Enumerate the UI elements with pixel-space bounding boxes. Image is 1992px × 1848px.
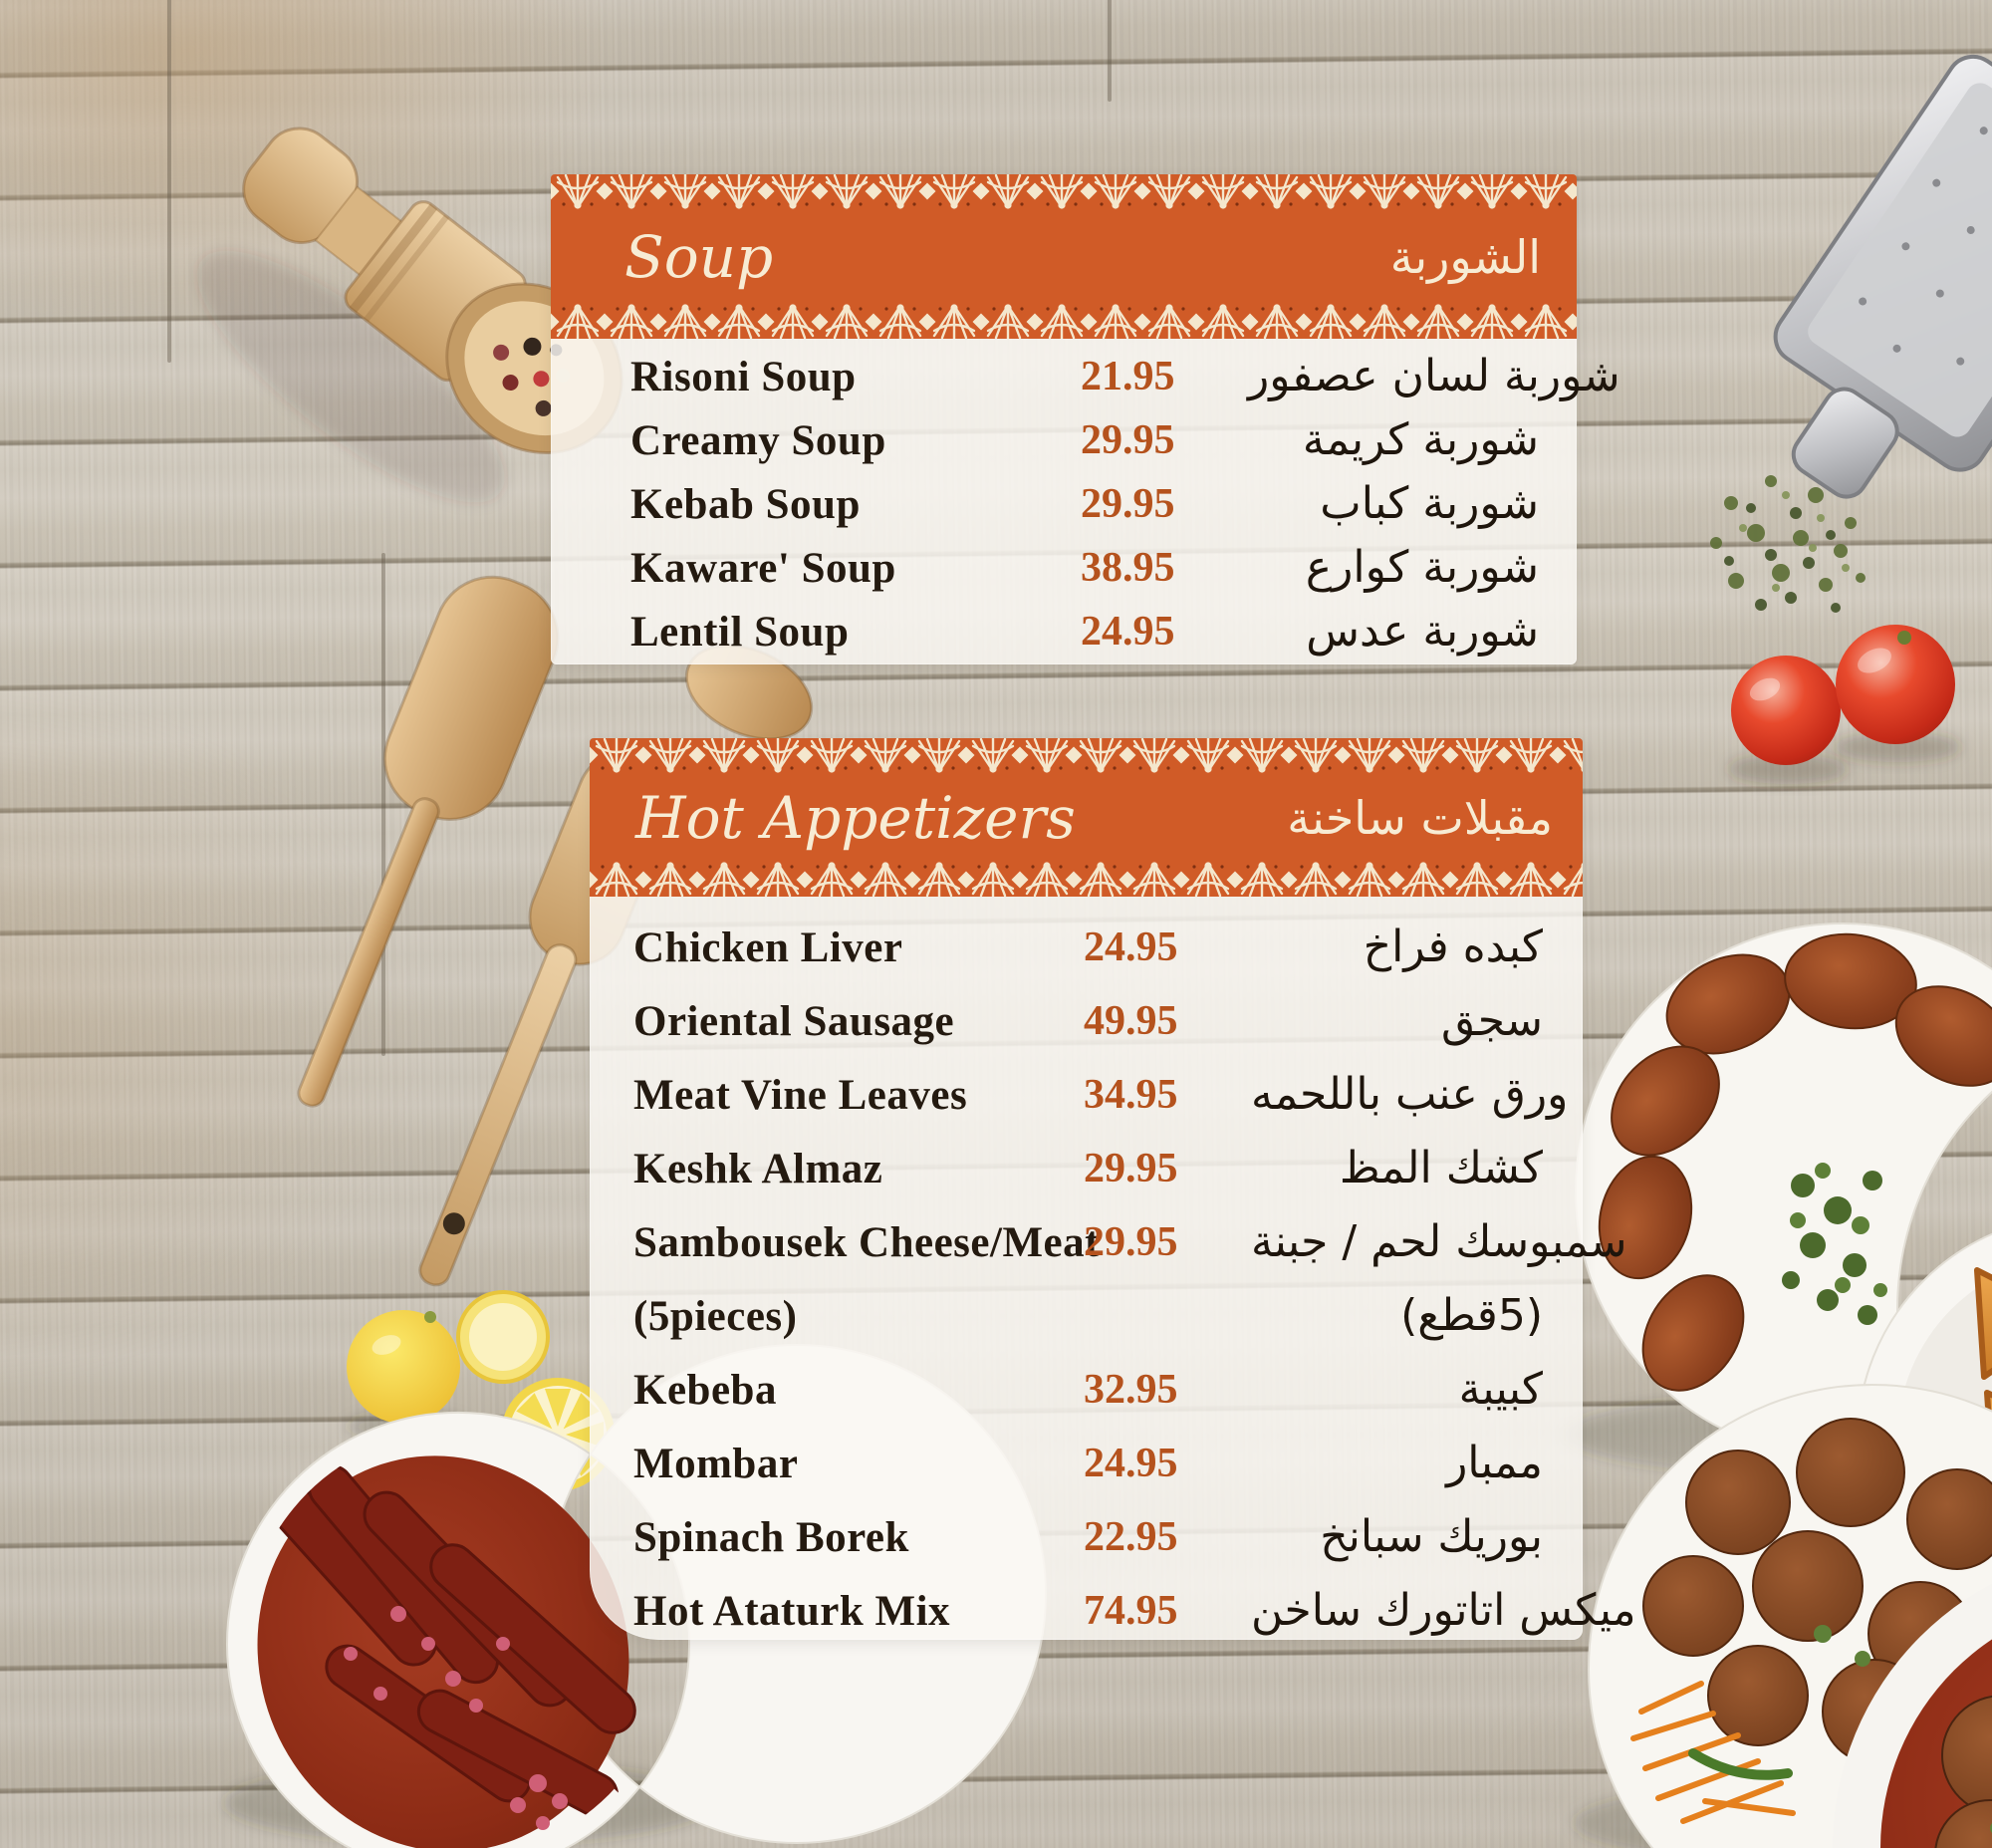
item-price: 34.95	[1084, 1072, 1178, 1118]
item-price: 29.95	[1081, 481, 1175, 527]
lace-border-bottom	[590, 861, 1583, 897]
item-name-ar: شوربة لسان عصفور	[1248, 350, 1620, 401]
section-header-band: Soup الشوربة	[551, 174, 1577, 339]
item-name-ar: كبده فراخ	[1363, 921, 1543, 972]
item-note-en: (5pieces)	[633, 1292, 798, 1340]
decor-meatball-plate	[1574, 1384, 1992, 1848]
item-price: 24.95	[1081, 609, 1175, 655]
menu-item-row: Sambousek Cheese/Meat 29.95 سمبوسك لحم /…	[633, 1205, 1626, 1279]
decor-grater	[1773, 54, 1992, 499]
item-price: 49.95	[1084, 998, 1178, 1044]
decor-tomatoes	[1728, 625, 1961, 784]
section-header-band: Hot Appetizers مقبلات ساخنة	[590, 738, 1583, 897]
lace-border-top	[590, 738, 1583, 774]
section-title-ar: مقبلات ساخنة	[1287, 790, 1553, 845]
item-name-ar: كشك المظ	[1339, 1142, 1543, 1193]
decor-herbs	[1710, 475, 1866, 613]
item-price: 29.95	[1084, 1146, 1178, 1191]
menu-item-row: Kebab Soup 29.95 شوربة كباب	[630, 472, 1539, 536]
menu-item-row: Kaware' Soup 38.95 شوربة كوارع	[630, 536, 1539, 600]
soup-section: Soup الشوربة	[551, 174, 1620, 664]
item-price: 22.95	[1084, 1514, 1178, 1560]
item-price: 24.95	[1084, 1441, 1178, 1486]
item-name-en: Risoni Soup	[630, 353, 857, 400]
menu-item-row: Keshk Almaz 29.95 كشك المظ	[633, 1132, 1543, 1205]
item-name-en: Kebeba	[633, 1366, 777, 1414]
item-name-ar: سمبوسك لحم / جبنة	[1251, 1215, 1627, 1267]
menu-item-note-row: (5pieces) (5قطع)	[633, 1279, 1543, 1353]
item-price: 74.95	[1084, 1588, 1178, 1634]
item-name-en: Oriental Sausage	[633, 997, 955, 1045]
item-name-ar: كبيبة	[1458, 1363, 1543, 1415]
item-name-en: Creamy Soup	[630, 416, 886, 464]
item-name-en: Sambousek Cheese/Meat	[633, 1218, 1100, 1266]
menu-item-row: Risoni Soup 21.95 شوربة لسان عصفور	[630, 345, 1620, 408]
menu-item-row: Meat Vine Leaves 34.95 ورق عنب باللحمه	[633, 1058, 1568, 1132]
item-name-en: Chicken Liver	[633, 924, 903, 971]
item-name-en: Mombar	[633, 1440, 799, 1487]
menu-item-row: Kebeba 32.95 كبيبة	[633, 1353, 1543, 1427]
item-price: 32.95	[1084, 1367, 1178, 1413]
menu-item-row: Lentil Soup 24.95 شوربة عدس	[630, 600, 1539, 663]
item-name-ar: بوريك سبانخ	[1320, 1510, 1543, 1562]
item-price: 38.95	[1081, 545, 1175, 591]
menu-item-row: Mombar 24.95 ممبار	[633, 1427, 1543, 1500]
item-name-ar: شوربة كوارع	[1305, 541, 1539, 593]
wood-plank-seam	[167, 0, 171, 363]
item-name-en: Keshk Almaz	[633, 1145, 883, 1192]
menu-item-row: Creamy Soup 29.95 شوربة كريمة	[630, 408, 1539, 472]
lace-border-bottom	[551, 303, 1577, 339]
wood-plank-seam	[381, 553, 385, 1056]
item-name-en: Kebab Soup	[630, 480, 861, 528]
wood-plank-seam	[1108, 0, 1112, 102]
section-title-ar: الشوربة	[1389, 229, 1541, 284]
item-name-ar: شوربة كباب	[1320, 477, 1539, 529]
hot-appetizers-section: Hot Appetizers مقبلات ساخنة	[590, 738, 1636, 1640]
item-name-ar: شوربة كريمة	[1302, 413, 1539, 465]
item-price: 29.95	[1084, 1219, 1178, 1265]
lace-border-top	[551, 174, 1577, 210]
item-name-en: Meat Vine Leaves	[633, 1071, 968, 1119]
menu-item-row: Chicken Liver 24.95 كبده فراخ	[633, 911, 1543, 984]
item-name-ar: ممبار	[1446, 1437, 1543, 1488]
item-name-ar: ورق عنب باللحمه	[1251, 1068, 1569, 1120]
item-name-ar: ميكس اتاتورك ساخن	[1251, 1584, 1636, 1636]
section-title-en: Hot Appetizers	[635, 783, 1076, 852]
decor-sauce-bowl	[1833, 1583, 1992, 1848]
item-name-ar: شوربة عدس	[1306, 605, 1539, 657]
item-name-ar: سجق	[1441, 994, 1543, 1046]
menu-item-row: Oriental Sausage 49.95 سجق	[633, 984, 1543, 1058]
hot-appetizers-items-list: Chicken Liver 24.95 كبده فراخ Oriental S…	[590, 897, 1636, 1648]
item-name-en: Lentil Soup	[630, 608, 850, 656]
menu-item-row: Spinach Borek 22.95 بوريك سبانخ	[633, 1500, 1543, 1574]
item-price: 24.95	[1084, 924, 1178, 970]
item-price: 29.95	[1081, 417, 1175, 463]
item-name-en: Hot Ataturk Mix	[633, 1587, 951, 1635]
item-price: 21.95	[1081, 354, 1175, 399]
item-note-ar: (5قطع)	[1400, 1289, 1543, 1341]
section-title-en: Soup	[624, 222, 774, 291]
item-name-en: Kaware' Soup	[630, 544, 896, 592]
item-name-en: Spinach Borek	[633, 1513, 909, 1561]
soup-items-list: Risoni Soup 21.95 شوربة لسان عصفور Cream…	[551, 339, 1620, 663]
menu-item-row: Hot Ataturk Mix 74.95 ميكس اتاتورك ساخن	[633, 1574, 1636, 1648]
